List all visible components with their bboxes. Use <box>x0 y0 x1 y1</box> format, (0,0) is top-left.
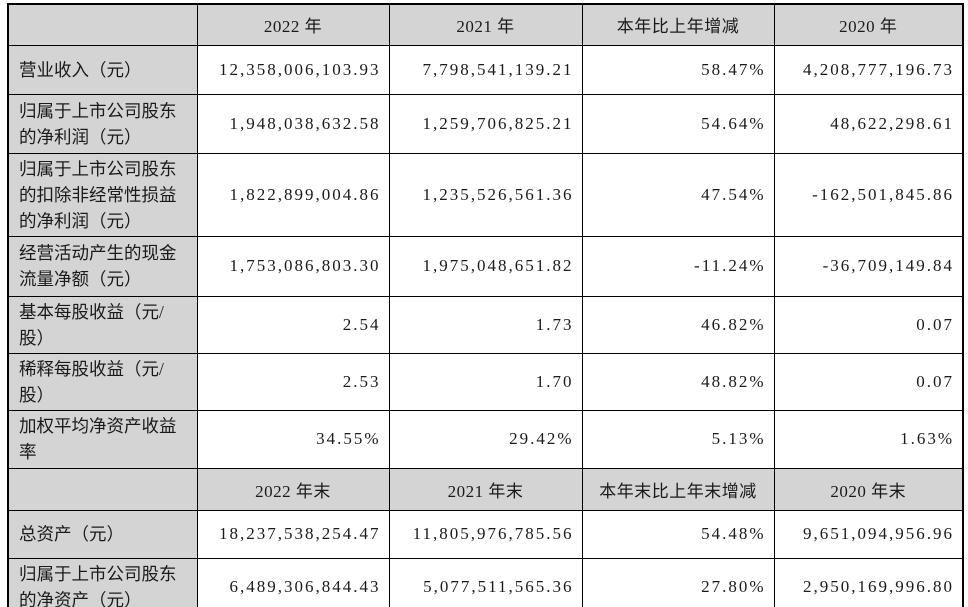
value-cell: 1,753,086,803.30 <box>196 235 390 297</box>
value-cell: 1,948,038,632.58 <box>196 93 390 154</box>
value-cell: 47.54% <box>581 152 775 237</box>
table-row-operating-cash-flow: 经营活动产生的现金流量净额（元） 1,753,086,803.30 1,975,… <box>7 235 964 297</box>
header-row-year-end: 2022 年末 2021 年末 本年末比上年末增减 2020 年末 <box>7 467 964 511</box>
column-header-2020: 2020 年 <box>773 3 964 46</box>
value-cell: 1,822,899,004.86 <box>196 152 390 237</box>
value-cell: -11.24% <box>581 235 775 297</box>
value-cell: 5.13% <box>581 409 775 469</box>
value-cell: 0.07 <box>773 295 964 354</box>
financial-summary-table: 2022 年 2021 年 本年比上年增减 2020 年 营业收入（元） 12,… <box>7 3 964 607</box>
column-header-2020-end: 2020 年末 <box>773 467 964 511</box>
column-header-2021: 2021 年 <box>388 3 583 46</box>
value-cell: 54.64% <box>581 93 775 154</box>
value-cell: 1.70 <box>388 352 583 411</box>
table-row-revenue: 营业收入（元） 12,358,006,103.93 7,798,541,139.… <box>7 44 964 95</box>
value-cell: 29.42% <box>388 409 583 469</box>
value-cell: -162,501,845.86 <box>773 152 964 237</box>
row-label: 营业收入（元） <box>7 44 198 95</box>
table-row-net-profit: 归属于上市公司股东的净利润（元） 1,948,038,632.58 1,259,… <box>7 93 964 154</box>
column-header-2021-end: 2021 年末 <box>388 467 583 511</box>
value-cell: 48,622,298.61 <box>773 93 964 154</box>
value-cell: 58.47% <box>581 44 775 95</box>
row-label: 经营活动产生的现金流量净额（元） <box>7 235 198 297</box>
column-header-2022: 2022 年 <box>196 3 390 46</box>
corner-cell <box>7 3 198 46</box>
table-row-weighted-avg-roe: 加权平均净资产收益率 34.55% 29.42% 5.13% 1.63% <box>7 409 964 469</box>
value-cell: 4,208,777,196.73 <box>773 44 964 95</box>
value-cell: 1.63% <box>773 409 964 469</box>
column-header-2022-end: 2022 年末 <box>196 467 390 511</box>
table-row-total-assets: 总资产（元） 18,237,538,254.47 11,805,976,785.… <box>7 509 964 559</box>
row-label: 基本每股收益（元/股） <box>7 295 198 354</box>
value-cell: 27.80% <box>581 557 775 607</box>
table-row-net-profit-excl-nonrecurring: 归属于上市公司股东的扣除非经常性损益的净利润（元） 1,822,899,004.… <box>7 152 964 237</box>
value-cell: 1,235,526,561.36 <box>388 152 583 237</box>
header-row-annual: 2022 年 2021 年 本年比上年增减 2020 年 <box>7 3 964 46</box>
row-label: 加权平均净资产收益率 <box>7 409 198 469</box>
corner-cell <box>7 467 198 511</box>
row-label: 稀释每股收益（元/股） <box>7 352 198 411</box>
value-cell: 2.54 <box>196 295 390 354</box>
value-cell: 1,975,048,651.82 <box>388 235 583 297</box>
value-cell: 48.82% <box>581 352 775 411</box>
value-cell: 9,651,094,956.96 <box>773 509 964 559</box>
value-cell: 1,259,706,825.21 <box>388 93 583 154</box>
table-row-diluted-eps: 稀释每股收益（元/股） 2.53 1.70 48.82% 0.07 <box>7 352 964 411</box>
value-cell: 2.53 <box>196 352 390 411</box>
value-cell: 18,237,538,254.47 <box>196 509 390 559</box>
value-cell: 12,358,006,103.93 <box>196 44 390 95</box>
value-cell: 34.55% <box>196 409 390 469</box>
row-label: 归属于上市公司股东的净资产（元） <box>7 557 198 607</box>
value-cell: 5,077,511,565.36 <box>388 557 583 607</box>
table-row-net-assets: 归属于上市公司股东的净资产（元） 6,489,306,844.43 5,077,… <box>7 557 964 607</box>
value-cell: 46.82% <box>581 295 775 354</box>
value-cell: 6,489,306,844.43 <box>196 557 390 607</box>
row-label: 归属于上市公司股东的扣除非经常性损益的净利润（元） <box>7 152 198 237</box>
row-label: 归属于上市公司股东的净利润（元） <box>7 93 198 154</box>
column-header-year-end-change: 本年末比上年末增减 <box>581 467 775 511</box>
value-cell: 0.07 <box>773 352 964 411</box>
row-label: 总资产（元） <box>7 509 198 559</box>
value-cell: -36,709,149.84 <box>773 235 964 297</box>
column-header-yoy-change: 本年比上年增减 <box>581 3 775 46</box>
value-cell: 7,798,541,139.21 <box>388 44 583 95</box>
value-cell: 54.48% <box>581 509 775 559</box>
value-cell: 11,805,976,785.56 <box>388 509 583 559</box>
table-row-basic-eps: 基本每股收益（元/股） 2.54 1.73 46.82% 0.07 <box>7 295 964 354</box>
value-cell: 1.73 <box>388 295 583 354</box>
value-cell: 2,950,169,996.80 <box>773 557 964 607</box>
